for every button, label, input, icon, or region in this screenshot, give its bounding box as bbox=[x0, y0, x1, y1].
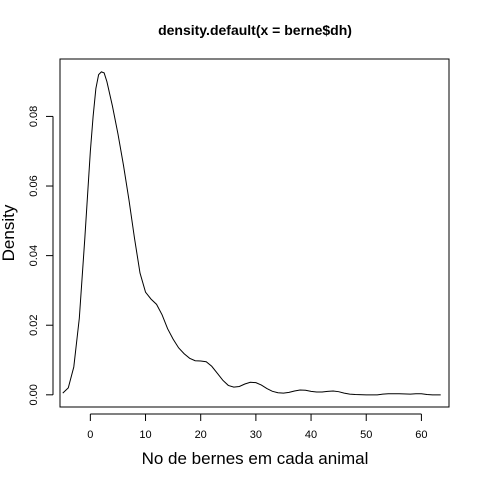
y-tick-label: 0.06 bbox=[28, 175, 40, 196]
x-tick-label: 10 bbox=[139, 429, 151, 441]
y-axis-label: Density bbox=[0, 204, 18, 261]
x-axis: 0 10 20 30 40 50 60 bbox=[87, 413, 428, 441]
chart-title: density.default(x = berne$dh) bbox=[158, 22, 352, 38]
x-axis-label: No de bernes em cada animal bbox=[142, 449, 369, 468]
x-tick-label: 0 bbox=[87, 429, 93, 441]
y-tick-label: 0.02 bbox=[28, 315, 40, 336]
x-tick-label: 30 bbox=[250, 429, 262, 441]
x-tick-label: 60 bbox=[415, 429, 427, 441]
y-tick-label: 0.04 bbox=[28, 245, 40, 266]
x-tick-label: 40 bbox=[305, 429, 317, 441]
density-curve bbox=[62, 71, 441, 396]
y-tick-label: 0.00 bbox=[28, 384, 40, 405]
y-tick-label: 0.08 bbox=[28, 106, 40, 127]
plot-frame bbox=[59, 58, 450, 408]
x-tick-label: 50 bbox=[360, 429, 372, 441]
x-tick-label: 20 bbox=[195, 429, 207, 441]
y-axis: 0.00 0.02 0.04 0.06 0.08 bbox=[28, 106, 54, 406]
